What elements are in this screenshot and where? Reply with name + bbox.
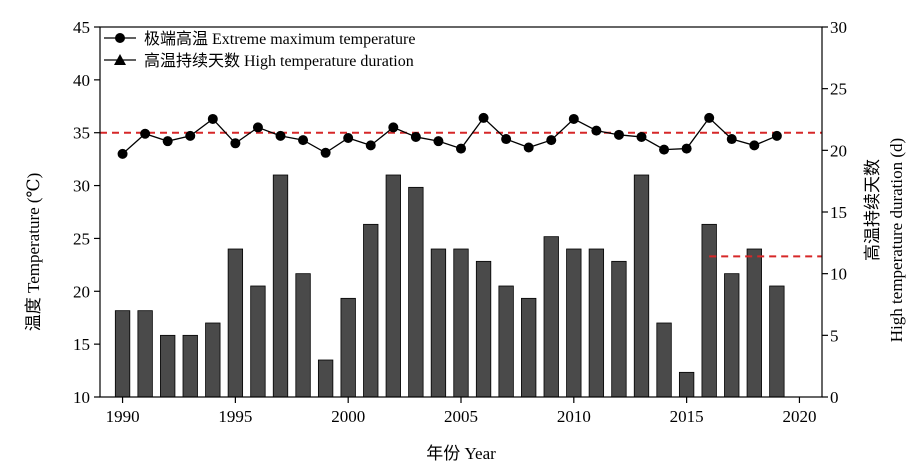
temperature-point-2012 [613,129,624,140]
bar-1998 [295,273,311,398]
temperature-point-2019 [771,130,782,141]
bar-2012 [611,260,627,398]
legend-marker-triangle [114,54,126,65]
temperature-point-2005 [456,143,466,154]
bar-2001 [363,223,379,398]
y-right-axis-title-cn: 高温持续天数 [863,159,882,261]
bar-series [114,174,785,398]
bar-2011 [588,248,605,398]
bar-1999 [317,359,334,398]
y-left-tick-label: 15 [73,335,90,354]
temperature-line [122,116,778,155]
bar-1992 [160,334,176,398]
bar-2007 [498,285,514,398]
temperature-point-1997 [275,130,286,141]
y-left-tick-label: 30 [73,177,90,196]
axis-titles: 年份 Year 温度 Temperature (℃) 高温持续天数 High temp… [24,138,906,463]
x-tick-label: 2015 [670,407,704,426]
temperature-point-2014 [659,144,670,155]
legend-marker-circle [115,33,125,43]
bar-2004 [430,248,447,398]
temperature-point-2001 [365,140,376,151]
temperature-point-2000 [343,133,354,143]
temperature-point-1999 [320,147,331,158]
temperature-point-1991 [140,128,151,139]
legend-label-temperature: 极端高温 Extreme maximum temperature [144,30,415,48]
bar-2010 [566,248,582,398]
line-series [117,112,782,159]
temperature-point-2010 [568,113,579,124]
temperature-point-2016 [704,112,715,123]
x-tick-label: 2010 [557,407,591,426]
y-right-tick-label: 15 [830,203,847,222]
temperature-point-2003 [410,131,421,142]
y-right-axis-title-en: High temperature duration (d) [887,138,906,342]
y-left-axis-title: 温度 Temperature (℃) [24,173,43,332]
y-left-tick-label: 10 [73,388,90,407]
y-right-tick-label: 10 [830,265,847,284]
x-tick-label: 1995 [218,407,252,426]
reference-lines [100,131,822,258]
temperature-point-2007 [501,134,512,145]
bar-1995 [227,248,244,398]
temperature-point-2015 [681,143,692,154]
bar-2014 [656,322,672,398]
temperature-point-2018 [749,140,760,151]
y-left-tick-label: 20 [73,282,90,301]
bar-2013 [633,174,650,398]
y-right-tick-label: 5 [830,326,839,345]
bar-1994 [205,322,221,398]
bar-2017 [724,273,740,398]
legend: 极端高温 Extreme maximum temperature 高温持续天数 H… [104,30,415,70]
temperature-point-2004 [433,136,444,147]
bar-2003 [408,186,424,398]
temperature-point-1994 [207,113,218,124]
bar-1990 [114,310,131,398]
temperature-point-2009 [546,135,557,146]
bar-1993 [182,334,198,398]
y-left-tick-label: 45 [73,18,90,37]
y-left-tick-label: 25 [73,229,90,248]
temperature-point-2011 [591,125,602,136]
y-right-tick-label: 20 [830,141,847,160]
bar-2019 [769,285,785,398]
y-right-tick-label: 25 [830,80,847,99]
bar-2005 [453,248,469,398]
temperature-point-1996 [252,122,263,133]
bar-2009 [543,236,559,398]
bar-2000 [340,297,356,398]
x-tick-label: 1990 [106,407,140,426]
bar-2008 [521,297,537,398]
x-tick-label: 2005 [444,407,478,426]
temperature-point-1998 [298,135,309,146]
bar-1996 [250,285,266,398]
x-tick-label: 2020 [782,407,816,426]
x-axis-title: 年份 Year [426,444,496,463]
temperature-point-1990 [117,148,128,159]
bar-2006 [475,260,492,398]
y-right-tick-label: 30 [830,18,847,37]
temperature-point-1993 [185,130,196,141]
temperature-point-2017 [726,134,737,145]
legend-label-duration: 高温持续天数 High temperature duration [144,52,414,70]
bar-1997 [272,174,289,398]
temperature-point-2013 [636,131,647,142]
temperature-point-2008 [523,142,534,153]
temperature-point-1995 [230,138,241,149]
y-left-tick-label: 40 [73,71,90,90]
x-tick-label: 2000 [331,407,365,426]
bar-2018 [746,248,762,398]
temperature-point-1992 [162,136,173,147]
axes: 10 15 20 25 30 35 40 45 0 5 10 15 20 25 30 1990 1995 2000… [73,18,847,426]
temperature-point-2006 [478,112,489,123]
bar-1991 [137,310,153,398]
y-left-tick-label: 35 [73,124,90,143]
y-right-tick-label: 0 [830,388,839,407]
bar-2015 [678,371,695,398]
bar-2016 [701,223,717,398]
temperature-point-2002 [388,122,399,133]
bar-2002 [385,174,401,398]
